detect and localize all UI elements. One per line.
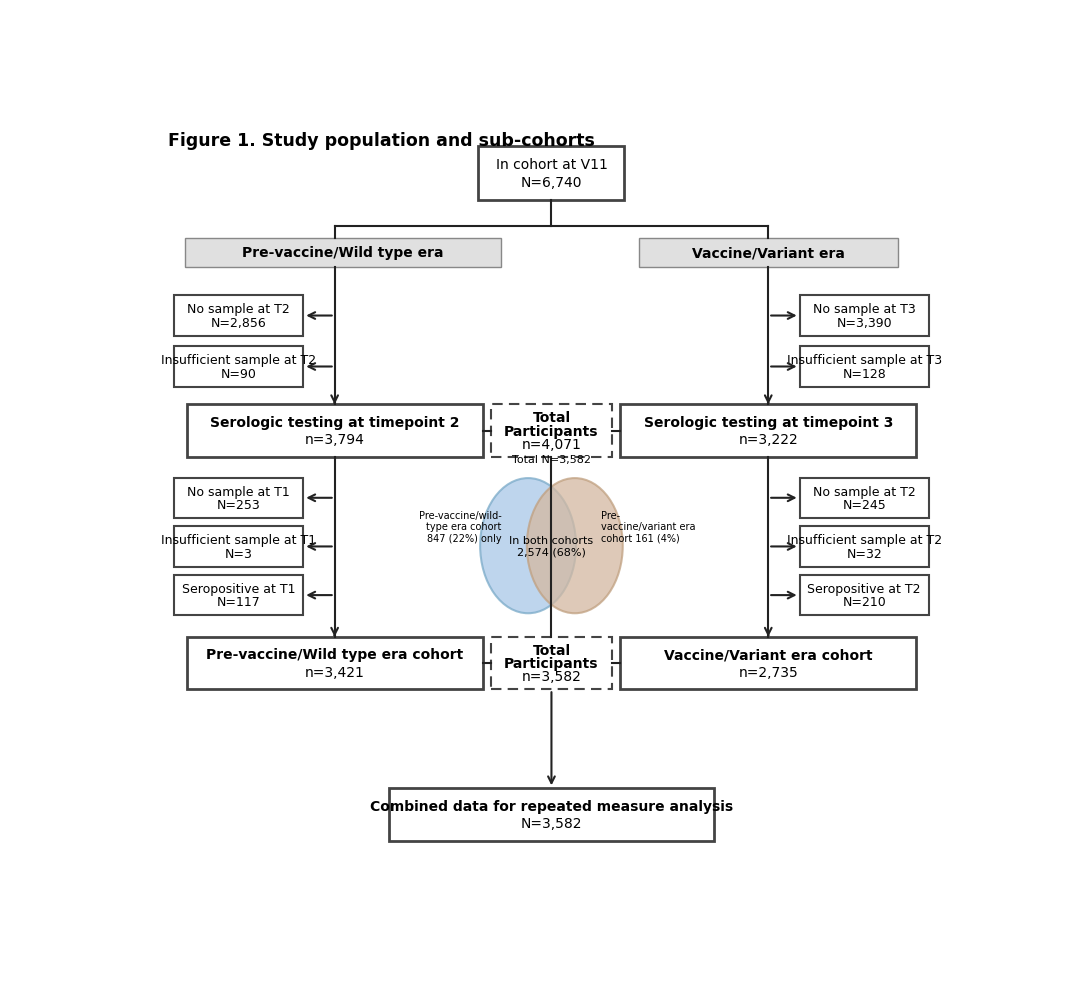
FancyBboxPatch shape xyxy=(174,347,303,387)
FancyBboxPatch shape xyxy=(799,297,929,337)
FancyBboxPatch shape xyxy=(491,405,612,457)
Text: N=6,740: N=6,740 xyxy=(521,176,582,190)
Text: n=3,222: n=3,222 xyxy=(738,433,798,447)
Ellipse shape xyxy=(480,479,576,613)
Text: N=253: N=253 xyxy=(217,498,260,511)
Text: N=245: N=245 xyxy=(843,498,886,511)
FancyBboxPatch shape xyxy=(174,297,303,337)
Text: Serologic testing at timepoint 2: Serologic testing at timepoint 2 xyxy=(210,416,459,430)
FancyBboxPatch shape xyxy=(620,637,917,689)
Text: n=4,071: n=4,071 xyxy=(522,437,581,451)
Text: Participants: Participants xyxy=(505,656,598,670)
FancyBboxPatch shape xyxy=(799,478,929,518)
Text: Total: Total xyxy=(533,411,570,425)
Text: N=128: N=128 xyxy=(843,368,886,381)
FancyBboxPatch shape xyxy=(620,405,917,457)
Text: Insufficient sample at T2: Insufficient sample at T2 xyxy=(787,534,942,547)
Text: No sample at T2: No sample at T2 xyxy=(187,303,291,316)
Text: Pre-vaccine/Wild type era: Pre-vaccine/Wild type era xyxy=(242,245,443,260)
Text: Combined data for repeated measure analysis: Combined data for repeated measure analy… xyxy=(370,799,733,813)
Text: N=3: N=3 xyxy=(225,547,253,560)
Text: No sample at T3: No sample at T3 xyxy=(812,303,916,316)
Text: Pre-
vaccine/variant era
cohort 161 (4%): Pre- vaccine/variant era cohort 161 (4%) xyxy=(601,510,695,543)
Text: Vaccine/Variant era: Vaccine/Variant era xyxy=(692,245,845,260)
Text: In both cohorts
2,574 (68%): In both cohorts 2,574 (68%) xyxy=(509,535,594,557)
Text: Figure 1. Study population and sub-cohorts: Figure 1. Study population and sub-cohor… xyxy=(168,132,595,149)
Text: N=117: N=117 xyxy=(217,596,260,608)
Text: Serologic testing at timepoint 3: Serologic testing at timepoint 3 xyxy=(643,416,893,430)
Text: No sample at T1: No sample at T1 xyxy=(187,485,291,498)
Text: Seropositive at T2: Seropositive at T2 xyxy=(807,582,921,595)
Text: Insufficient sample at T3: Insufficient sample at T3 xyxy=(787,354,942,367)
Ellipse shape xyxy=(527,479,623,613)
Text: Pre-vaccine/Wild type era cohort: Pre-vaccine/Wild type era cohort xyxy=(206,647,464,661)
FancyBboxPatch shape xyxy=(174,478,303,518)
FancyBboxPatch shape xyxy=(174,575,303,615)
FancyBboxPatch shape xyxy=(186,637,483,689)
Text: Insufficient sample at T1: Insufficient sample at T1 xyxy=(161,534,316,547)
Text: Participants: Participants xyxy=(505,424,598,438)
Text: In cohort at V11: In cohort at V11 xyxy=(496,158,607,172)
Text: N=2,856: N=2,856 xyxy=(211,317,267,330)
FancyBboxPatch shape xyxy=(639,238,897,268)
Text: N=32: N=32 xyxy=(847,547,882,560)
FancyBboxPatch shape xyxy=(799,527,929,567)
Text: Pre-vaccine/wild-
type era cohort
847 (22%) only: Pre-vaccine/wild- type era cohort 847 (2… xyxy=(419,510,501,543)
Text: Vaccine/Variant era cohort: Vaccine/Variant era cohort xyxy=(664,647,873,661)
Text: N=3,582: N=3,582 xyxy=(521,817,582,831)
Text: N=90: N=90 xyxy=(221,368,257,381)
Text: n=3,794: n=3,794 xyxy=(305,433,365,447)
Text: N=210: N=210 xyxy=(843,596,886,608)
Text: Total N=3,582: Total N=3,582 xyxy=(512,455,591,465)
Text: n=2,735: n=2,735 xyxy=(738,665,798,679)
Text: No sample at T2: No sample at T2 xyxy=(812,485,916,498)
Text: Total: Total xyxy=(533,643,570,657)
FancyBboxPatch shape xyxy=(799,575,929,615)
FancyBboxPatch shape xyxy=(799,347,929,387)
Text: N=3,390: N=3,390 xyxy=(836,317,892,330)
FancyBboxPatch shape xyxy=(186,405,483,457)
Text: n=3,421: n=3,421 xyxy=(305,665,365,679)
FancyBboxPatch shape xyxy=(491,637,612,689)
FancyBboxPatch shape xyxy=(185,238,501,268)
Text: n=3,582: n=3,582 xyxy=(522,669,581,683)
FancyBboxPatch shape xyxy=(479,147,624,201)
FancyBboxPatch shape xyxy=(388,789,714,841)
FancyBboxPatch shape xyxy=(174,527,303,567)
Text: Seropositive at T1: Seropositive at T1 xyxy=(182,582,296,595)
Text: Insufficient sample at T2: Insufficient sample at T2 xyxy=(161,354,316,367)
